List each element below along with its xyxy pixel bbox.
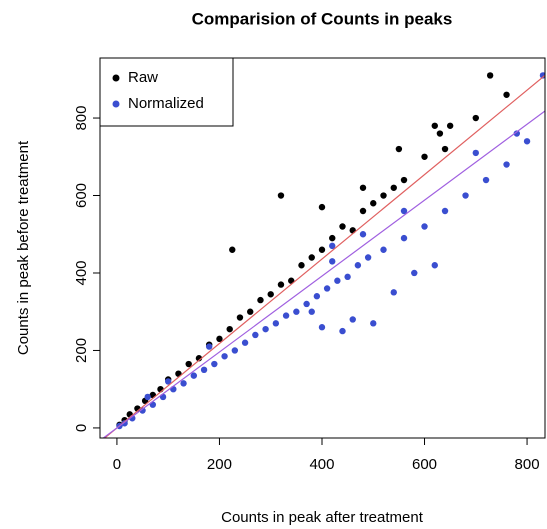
point: [329, 234, 336, 242]
y-tick-label: 200: [73, 338, 90, 363]
point: [431, 262, 438, 269]
x-tick-label: 800: [515, 456, 540, 473]
y-tick-label: 800: [73, 106, 90, 131]
point: [180, 380, 187, 387]
point: [293, 308, 300, 315]
point: [431, 122, 438, 129]
point: [395, 145, 403, 153]
plot-area: [102, 72, 545, 438]
point: [400, 234, 408, 242]
point: [364, 254, 372, 261]
point: [339, 327, 346, 335]
point: [277, 281, 285, 288]
point: [421, 153, 428, 160]
point: [229, 246, 236, 253]
point: [436, 130, 444, 137]
point: [231, 347, 239, 354]
point: [211, 360, 218, 368]
point: [523, 138, 531, 145]
point: [272, 320, 280, 327]
point: [370, 320, 377, 327]
point: [472, 114, 479, 122]
reference-line: [103, 74, 545, 438]
point: [318, 324, 326, 331]
plot-frame: [99, 57, 546, 439]
point: [185, 360, 192, 368]
point: [308, 308, 315, 315]
point: [329, 258, 336, 265]
point: [318, 246, 326, 253]
point: [441, 145, 449, 153]
point: [411, 269, 418, 277]
point: [472, 149, 479, 157]
legend-label: Raw: [128, 69, 158, 86]
point: [200, 366, 208, 374]
legend-marker: [112, 100, 120, 108]
point: [190, 372, 198, 379]
point: [221, 353, 228, 360]
point: [503, 91, 510, 98]
point: [236, 314, 244, 321]
point: [359, 231, 367, 238]
point: [323, 285, 331, 292]
point: [205, 343, 213, 350]
point: [446, 122, 454, 129]
point: [303, 300, 310, 308]
y-axis-label: Counts in peak before treatment: [15, 140, 32, 355]
point: [441, 207, 449, 215]
point: [400, 207, 408, 215]
point: [257, 296, 264, 304]
legend-box: [99, 57, 234, 127]
chart-title: Comparision of Counts in peaks: [192, 9, 453, 28]
x-tick-label: 0: [113, 456, 121, 473]
point: [486, 72, 494, 79]
point: [216, 335, 223, 343]
point: [282, 312, 290, 319]
point: [252, 331, 259, 339]
point: [339, 223, 346, 230]
point: [277, 192, 285, 199]
y-tick-label: 600: [73, 183, 90, 208]
point: [313, 293, 321, 300]
point: [503, 161, 510, 168]
point: [390, 289, 397, 296]
point: [344, 273, 351, 281]
y-tick-label: 0: [73, 424, 90, 432]
x-tick-label: 600: [412, 456, 437, 473]
x-tick-label: 400: [309, 456, 334, 473]
point: [164, 378, 172, 385]
point: [241, 339, 249, 346]
point: [380, 192, 387, 199]
point: [308, 254, 315, 261]
point: [262, 325, 269, 333]
point: [329, 242, 336, 250]
point: [349, 316, 356, 323]
y-tick-label: 400: [73, 260, 90, 285]
point: [267, 291, 274, 298]
point: [513, 130, 521, 137]
point: [144, 393, 151, 401]
x-axis-label: Counts in peak after treatment: [221, 509, 424, 526]
x-tick-label: 200: [207, 456, 232, 473]
reference-line: [102, 110, 545, 438]
point: [462, 192, 469, 199]
point: [318, 203, 326, 211]
point: [247, 308, 254, 315]
point: [482, 176, 490, 184]
point: [421, 223, 428, 230]
point: [359, 184, 367, 191]
point: [354, 262, 362, 269]
point: [370, 200, 377, 207]
point: [390, 184, 397, 191]
point: [400, 176, 408, 184]
legend-label: Normalized: [128, 95, 204, 112]
point: [226, 325, 233, 333]
legend-marker: [112, 74, 120, 82]
point: [170, 385, 177, 393]
point: [380, 246, 387, 253]
point: [334, 277, 341, 284]
point: [359, 207, 367, 215]
point: [298, 262, 305, 269]
